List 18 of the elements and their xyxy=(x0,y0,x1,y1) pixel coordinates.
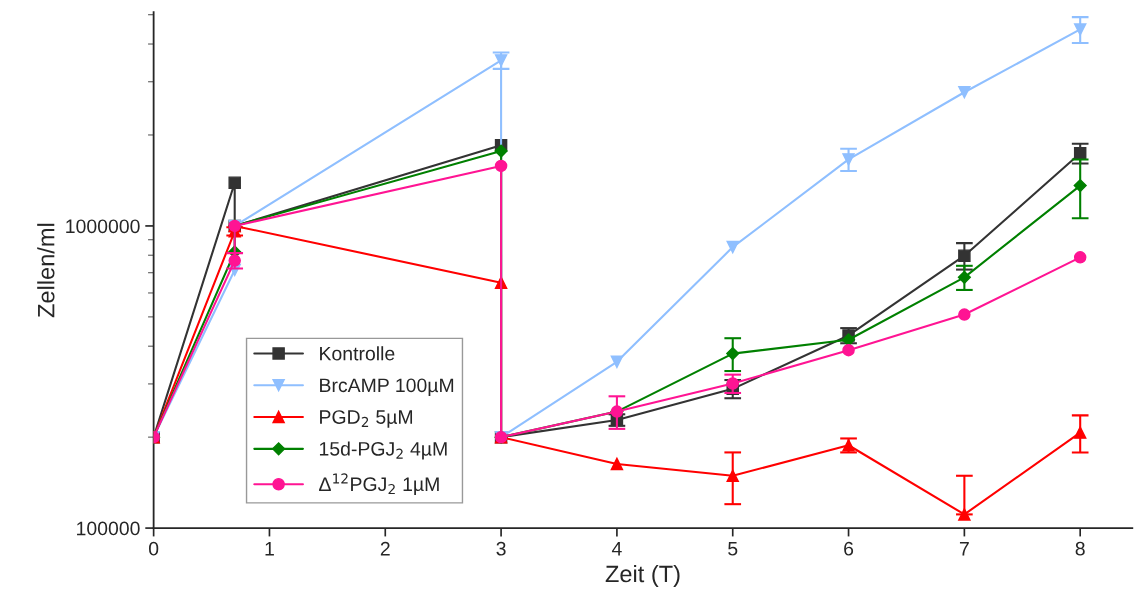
x-tick-label: 5 xyxy=(728,542,738,556)
x-tick-label: 3 xyxy=(496,541,506,556)
y-tick-label: 1000000 xyxy=(66,219,140,234)
legend-label: Kontrolle xyxy=(320,346,395,361)
x-tick-label: 1 xyxy=(265,542,274,556)
x-tick-label: 6 xyxy=(844,541,854,556)
x-tick-label: 2 xyxy=(380,541,390,556)
x-tick-label: 0 xyxy=(148,541,159,556)
legend-label: 15d-PGJ$_{2}$ 4µM xyxy=(319,441,447,460)
legend-label: BrcAMP 100µM xyxy=(320,378,454,397)
legend-label: Δ$^{12}$PGJ$_{2}$ 1µM xyxy=(319,473,439,495)
x-tick-label: 8 xyxy=(1075,541,1085,556)
x-tick-label: 7 xyxy=(959,542,969,556)
x-axis-title: Zeit (T) xyxy=(605,564,680,587)
y-axis-title: Zellen/ml xyxy=(37,223,55,318)
y-tick-label: 100000 xyxy=(77,521,140,536)
legend-label: PGD$_{2}$ 5µM xyxy=(320,410,413,428)
x-tick-label: 4 xyxy=(611,542,622,556)
